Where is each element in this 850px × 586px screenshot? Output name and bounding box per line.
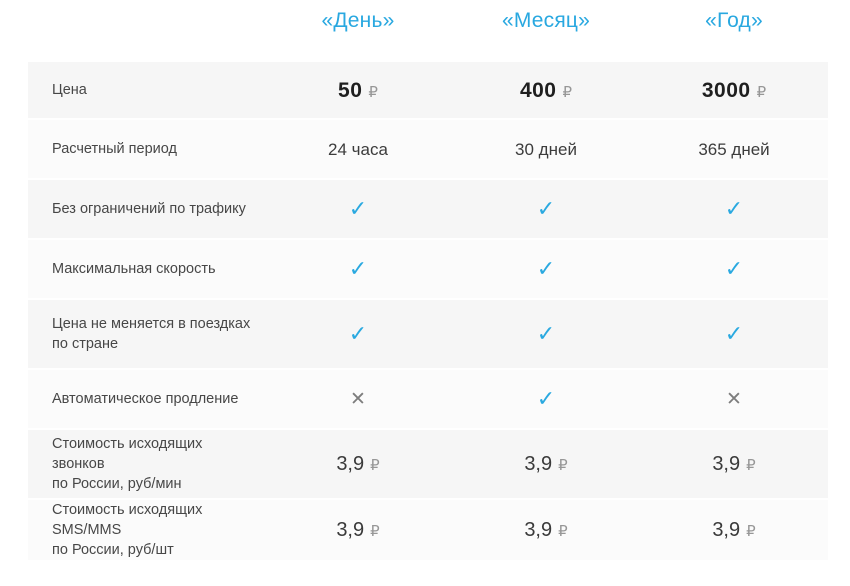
table-row: Цена 50 ₽400 ₽3000 ₽: [28, 62, 828, 118]
amount: 50: [338, 78, 363, 102]
table-row: Стоимость исходящих SMS/MMS по России, ру…: [28, 500, 828, 560]
text-value: 24 часа: [328, 139, 388, 159]
check-icon: ✓: [348, 256, 368, 281]
table-row: Без ограничений по трафику ✓ ✓ ✓: [28, 180, 828, 238]
ruble-sign: ₽: [746, 456, 756, 474]
amount: 400: [519, 78, 557, 102]
mark-cell: ✓: [640, 258, 828, 280]
check-icon: ✓: [348, 196, 368, 221]
mark-cell: ✓: [264, 323, 452, 345]
ruble-sign: ₽: [370, 522, 380, 540]
tab-year[interactable]: «Год»: [705, 9, 763, 32]
price-value: 50 ₽: [264, 80, 452, 101]
price-value: 3,9 ₽: [264, 454, 452, 474]
amount: 3,9: [524, 453, 553, 475]
table-row: Стоимость исходящих звонков по России, ру…: [28, 430, 828, 498]
price-value: 3,9 ₽: [264, 520, 452, 540]
ruble-sign: ₽: [756, 82, 767, 101]
row-label: Цена не меняется в поездках по стране: [52, 316, 251, 352]
mark-cell: ✓: [452, 198, 640, 220]
check-icon: ✓: [536, 386, 556, 411]
price-value: 3,9 ₽: [452, 520, 640, 540]
mark-cell: ✓: [452, 323, 640, 345]
mark-cell: ✓: [640, 198, 828, 220]
text-value: 365 дней: [698, 139, 770, 159]
amount: 3,9: [524, 519, 553, 541]
tab-month[interactable]: «Месяц»: [501, 9, 591, 32]
tariff-comparison-table: «День» «Месяц» «Год» Цена 50 ₽400 ₽3000 ₽ Рас…: [28, 8, 828, 560]
check-icon: ✓: [536, 256, 556, 281]
cross-icon: ✕: [726, 387, 742, 410]
amount: 3,9: [712, 519, 741, 541]
row-label: Максимальная скорость: [52, 261, 216, 277]
price-value: 3,9 ₽: [640, 520, 828, 540]
price-value: 3,9 ₽: [452, 454, 640, 474]
table-row: Расчетный период 24 часа 30 дней 365 дней: [28, 120, 828, 178]
table-header: «День» «Месяц» «Год»: [28, 8, 828, 34]
amount: 3,9: [336, 519, 365, 541]
check-icon: ✓: [724, 256, 744, 281]
check-icon: ✓: [348, 321, 368, 346]
row-label: Стоимость исходящих SMS/MMS по России, ру…: [52, 502, 203, 558]
amount: 3,9: [336, 453, 365, 475]
ruble-sign: ₽: [746, 522, 756, 540]
ruble-sign: ₽: [368, 82, 378, 101]
mark-cell: ✓: [264, 198, 452, 220]
check-icon: ✓: [536, 196, 556, 221]
mark-cell: ✓: [264, 258, 452, 280]
mark-cell: ✓: [452, 388, 640, 410]
row-label: Стоимость исходящих звонков по России, ру…: [52, 436, 203, 492]
table-body: Цена 50 ₽400 ₽3000 ₽ Расчетный период 24 часа 3…: [28, 62, 828, 560]
row-label: Без ограничений по трафику: [52, 201, 246, 217]
mark-cell: ✓: [452, 258, 640, 280]
ruble-sign: ₽: [562, 82, 573, 101]
row-label: Расчетный период: [52, 141, 177, 157]
amount: 3,9: [712, 453, 741, 475]
table-row: Максимальная скорость ✓ ✓ ✓: [28, 240, 828, 298]
mark-cell: ✓: [640, 323, 828, 345]
amount: 3000: [701, 78, 751, 102]
table-row: Цена не меняется в поездках по стране ✓ ✓ ✓: [28, 300, 828, 368]
cross-icon: ✕: [350, 387, 366, 410]
tab-day[interactable]: «День»: [321, 9, 395, 32]
text-value: 30 дней: [515, 139, 577, 159]
ruble-sign: ₽: [558, 456, 568, 474]
table-row: Автоматическое продление ✕ ✓ ✕: [28, 370, 828, 428]
mark-cell: ✕: [640, 387, 828, 410]
ruble-sign: ₽: [558, 522, 568, 540]
check-icon: ✓: [724, 196, 744, 221]
price-value: 400 ₽: [452, 80, 640, 101]
price-value: 3000 ₽: [640, 80, 828, 101]
check-icon: ✓: [536, 321, 556, 346]
row-label: Автоматическое продление: [52, 391, 239, 407]
row-label: Цена: [52, 82, 87, 98]
check-icon: ✓: [724, 321, 744, 346]
mark-cell: ✕: [264, 387, 452, 410]
ruble-sign: ₽: [370, 456, 380, 474]
price-value: 3,9 ₽: [640, 454, 828, 474]
